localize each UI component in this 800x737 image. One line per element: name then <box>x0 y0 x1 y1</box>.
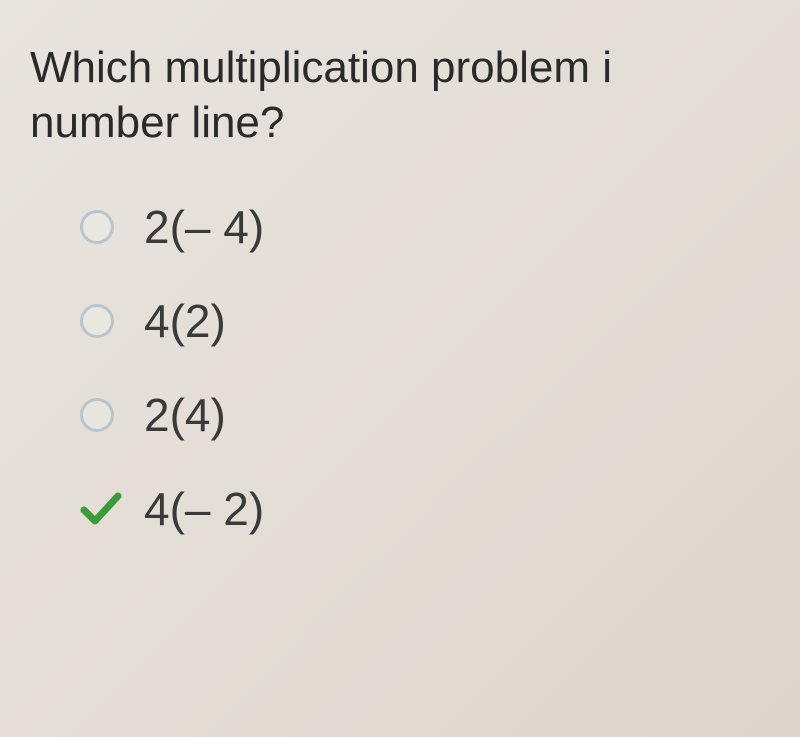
option-label: 2(4) <box>144 388 226 442</box>
option-row[interactable]: 4(– 2) <box>80 482 770 536</box>
radio-unselected-icon <box>80 304 114 338</box>
option-label: 4(– 2) <box>144 482 264 536</box>
radio-unselected-icon <box>80 210 114 244</box>
question-line-2: number line? <box>30 98 284 147</box>
question-line-1: Which multiplication problem i <box>30 43 612 92</box>
options-group: 2(– 4) 4(2) 2(4) 4(– 2) <box>30 200 770 536</box>
question-prompt: Which multiplication problem i number li… <box>30 40 770 150</box>
option-row[interactable]: 4(2) <box>80 294 770 348</box>
option-row[interactable]: 2(– 4) <box>80 200 770 254</box>
option-row[interactable]: 2(4) <box>80 388 770 442</box>
checkmark-correct-icon <box>80 492 122 526</box>
option-label: 4(2) <box>144 294 226 348</box>
radio-unselected-icon <box>80 398 114 432</box>
option-label: 2(– 4) <box>144 200 264 254</box>
